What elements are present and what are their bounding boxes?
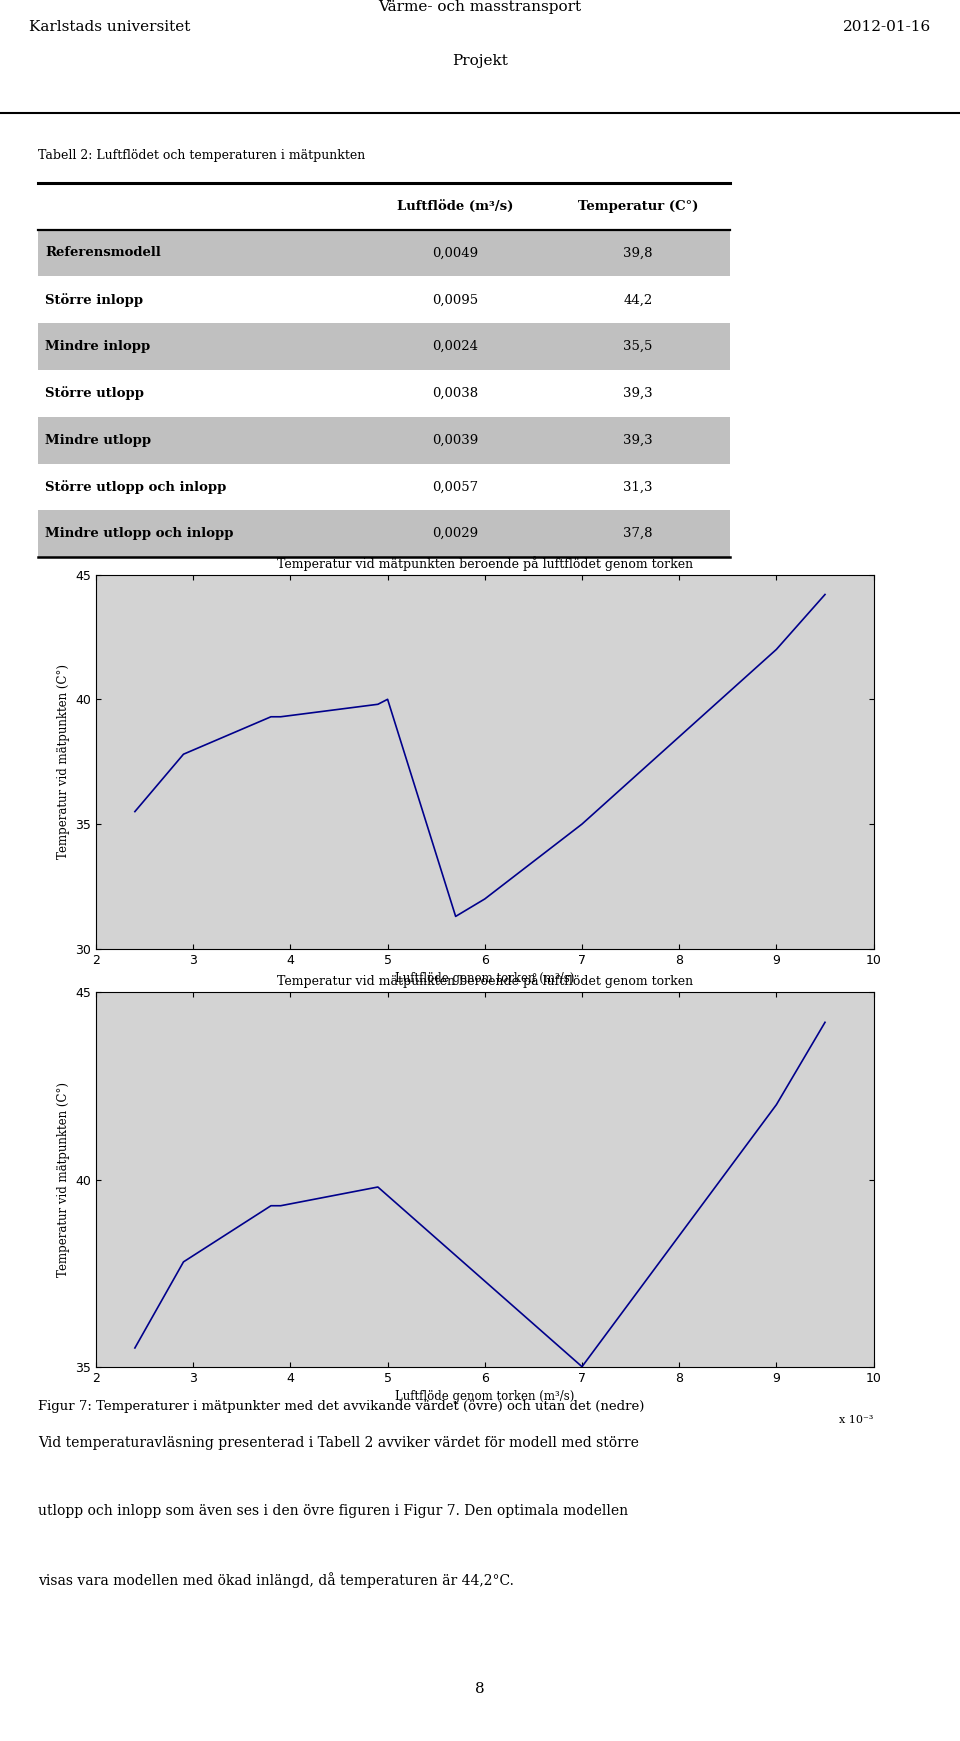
- Text: 0,0057: 0,0057: [432, 481, 478, 493]
- Text: Större utlopp: Större utlopp: [45, 387, 144, 400]
- Text: Vid temperaturavläsning presenterad i Tabell 2 avviker värdet för modell med stö: Vid temperaturavläsning presenterad i Ta…: [38, 1436, 639, 1450]
- Text: 0,0039: 0,0039: [432, 434, 478, 447]
- Text: 8: 8: [475, 1682, 485, 1696]
- Text: 35,5: 35,5: [623, 339, 653, 353]
- Text: Värme- och masstransport: Värme- och masstransport: [378, 0, 582, 14]
- Text: Mindre utlopp: Mindre utlopp: [45, 434, 152, 447]
- Text: 0,0024: 0,0024: [432, 339, 478, 353]
- Text: 0,0049: 0,0049: [432, 247, 478, 259]
- Title: Temperatur vid mätpunkten beroende på luftflödet genom torken: Temperatur vid mätpunkten beroende på lu…: [276, 555, 693, 571]
- Text: Temperatur (C°): Temperatur (C°): [578, 200, 698, 212]
- Text: 0,0095: 0,0095: [432, 292, 478, 306]
- X-axis label: Luftflöde genom torken (m³/s): Luftflöde genom torken (m³/s): [396, 1389, 574, 1403]
- Text: x 10⁻³: x 10⁻³: [839, 998, 874, 1008]
- Text: 2012-01-16: 2012-01-16: [843, 21, 931, 35]
- FancyBboxPatch shape: [38, 230, 730, 277]
- Text: Tabell 2: Luftflödet och temperaturen i mätpunkten: Tabell 2: Luftflödet och temperaturen i …: [38, 150, 366, 162]
- X-axis label: Luftflöde genom torken (m³/s): Luftflöde genom torken (m³/s): [396, 971, 574, 985]
- Text: visas vara modellen med ökad inlängd, då temperaturen är 44,2°C.: visas vara modellen med ökad inlängd, då…: [38, 1572, 515, 1588]
- Text: Större inlopp: Större inlopp: [45, 292, 143, 306]
- Text: Referensmodell: Referensmodell: [45, 247, 161, 259]
- Text: x 10⁻³: x 10⁻³: [839, 1415, 874, 1426]
- Text: Karlstads universitet: Karlstads universitet: [29, 21, 190, 35]
- Text: Figur 7: Temperaturer i mätpunkter med det avvikande värdet (övre) och utan det : Figur 7: Temperaturer i mätpunkter med d…: [38, 1400, 645, 1414]
- Text: Luftflöde (m³/s): Luftflöde (m³/s): [396, 200, 513, 212]
- Text: 44,2: 44,2: [623, 292, 653, 306]
- Text: 39,3: 39,3: [623, 387, 653, 400]
- Text: 37,8: 37,8: [623, 528, 653, 540]
- FancyBboxPatch shape: [38, 416, 730, 463]
- Text: 0,0038: 0,0038: [432, 387, 478, 400]
- Title: Temperatur vid mätpunkten beroende på luftflödet genom torken: Temperatur vid mätpunkten beroende på lu…: [276, 973, 693, 989]
- Text: Mindre utlopp och inlopp: Mindre utlopp och inlopp: [45, 528, 234, 540]
- Text: Mindre inlopp: Mindre inlopp: [45, 339, 151, 353]
- Text: 39,8: 39,8: [623, 247, 653, 259]
- Text: Större utlopp och inlopp: Större utlopp och inlopp: [45, 481, 227, 494]
- Text: Projekt: Projekt: [452, 54, 508, 68]
- Text: 39,3: 39,3: [623, 434, 653, 447]
- Text: 0,0029: 0,0029: [432, 528, 478, 540]
- Y-axis label: Temperatur vid mätpunkten (C°): Temperatur vid mätpunkten (C°): [57, 1081, 70, 1278]
- Text: utlopp och inlopp som även ses i den övre figuren i Figur 7. Den optimala modell: utlopp och inlopp som även ses i den övr…: [38, 1504, 629, 1518]
- Text: 31,3: 31,3: [623, 481, 653, 493]
- Y-axis label: Temperatur vid mätpunkten (C°): Temperatur vid mätpunkten (C°): [57, 663, 70, 860]
- FancyBboxPatch shape: [38, 510, 730, 557]
- FancyBboxPatch shape: [38, 324, 730, 371]
